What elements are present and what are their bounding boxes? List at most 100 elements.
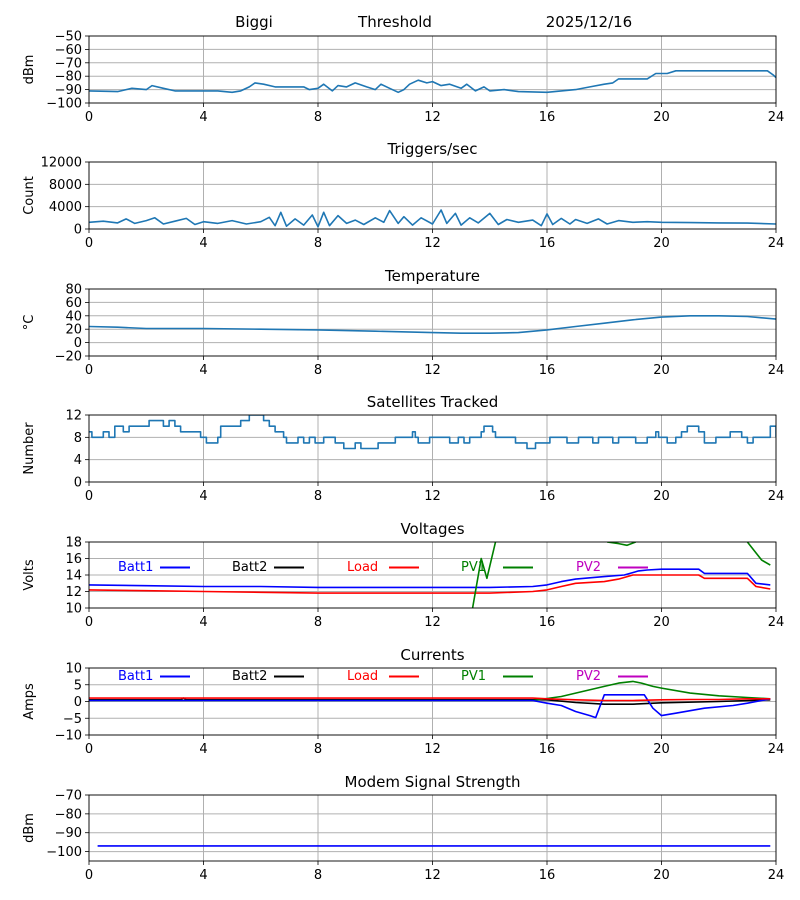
x-tick-label: 8	[314, 236, 322, 251]
x-tick-label: 12	[424, 489, 441, 504]
y-tick-label: −5	[63, 712, 82, 727]
series-group	[89, 70, 776, 94]
y-tick-label: 12000	[41, 156, 82, 171]
y-tick-label: 20	[65, 323, 82, 338]
y-tick-label: 8	[74, 431, 82, 446]
panel-title: Satellites Tracked	[367, 393, 498, 411]
panel-triggers: 0 4 8 12 16 20 24 0 4000 8000 12000 Triggers/sec Cou…	[22, 140, 784, 251]
x-tick-label: 0	[85, 615, 93, 630]
panel-satellites: 0 4 8 12 16 20 24 0 4 8 12 Satellites Tracked Number	[22, 393, 784, 504]
x-tick-label: 8	[314, 742, 322, 757]
y-tick-label: −70	[55, 789, 82, 804]
legend-label: Batt2	[232, 669, 267, 684]
legend-label: Batt2	[232, 560, 267, 575]
axes-frame	[88, 667, 777, 736]
x-tick-label: 4	[199, 236, 207, 251]
x-tick-label: 0	[85, 489, 93, 504]
series-line-voltages	[471, 542, 497, 608]
series-group	[89, 542, 771, 608]
axes-frame	[88, 288, 777, 357]
legend-label: Batt1	[118, 669, 153, 684]
y-tick-label: 10	[65, 602, 82, 617]
y-tick-label: 0	[74, 336, 82, 351]
x-tick-label: 8	[314, 110, 322, 125]
x-tick-label: 16	[539, 236, 556, 251]
series-line-temperature	[89, 315, 776, 334]
y-tick-label: 5	[74, 678, 82, 693]
y-tick-label: −50	[55, 30, 82, 45]
y-tick-label: 18	[65, 536, 82, 551]
legend-label: PV1	[461, 669, 486, 684]
y-tick-label: 0	[74, 695, 82, 710]
y-tick-label: −80	[55, 70, 82, 85]
legend-label: PV2	[576, 560, 601, 575]
y-tick-label: 60	[65, 296, 82, 311]
x-tick-label: 20	[653, 615, 670, 630]
axes-frame	[88, 541, 777, 609]
y-tick-label: 12	[65, 585, 82, 600]
panel-modem: 0 4 8 12 16 20 24 −100 −90 −80 −70 Modem Signal Str…	[22, 773, 784, 883]
x-tick-label: 24	[768, 868, 785, 883]
x-tick-label: 20	[653, 363, 670, 378]
y-tick-label: 80	[65, 283, 82, 298]
x-tick-label: 8	[314, 363, 322, 378]
y-tick-label: 14	[65, 569, 82, 584]
y-axis-label: Amps	[22, 683, 37, 720]
series-line-triggers	[89, 209, 776, 228]
panel-title: Modem Signal Strength	[345, 773, 521, 791]
x-tick-label: 16	[539, 615, 556, 630]
legend-label: PV2	[576, 669, 601, 684]
x-tick-label: 8	[314, 489, 322, 504]
y-axis-label: dBm	[22, 55, 37, 85]
x-tick-label: 4	[199, 489, 207, 504]
y-tick-label: −70	[55, 56, 82, 71]
x-tick-label: 16	[539, 742, 556, 757]
y-tick-label: −100	[46, 97, 82, 112]
panel-title: Triggers/sec	[387, 140, 478, 158]
legend-label: Batt1	[118, 560, 153, 575]
y-tick-label: 16	[65, 552, 82, 567]
x-tick-label: 0	[85, 236, 93, 251]
x-tick-label: 24	[768, 363, 785, 378]
series-line-voltages	[89, 568, 771, 589]
x-tick-label: 0	[85, 868, 93, 883]
y-tick-label: 12	[65, 409, 82, 424]
panel-title: Voltages	[400, 520, 464, 538]
x-tick-label: 4	[199, 868, 207, 883]
y-axis-label: Volts	[22, 559, 37, 591]
x-tick-label: 20	[653, 868, 670, 883]
x-tick-label: 20	[653, 236, 670, 251]
series-line-voltages	[606, 542, 636, 547]
x-tick-label: 16	[539, 489, 556, 504]
x-tick-label: 0	[85, 363, 93, 378]
x-tick-label: 20	[653, 110, 670, 125]
y-tick-label: −10	[55, 729, 82, 744]
header-date: 2025/12/16	[546, 13, 632, 31]
x-tick-label: 12	[424, 615, 441, 630]
x-tick-label: 20	[653, 742, 670, 757]
series-line-currents	[89, 694, 771, 719]
axes-frame	[88, 35, 777, 104]
y-tick-label: 10	[65, 662, 82, 677]
x-tick-label: 12	[424, 363, 441, 378]
axes-frame	[88, 414, 777, 483]
series-line-threshold	[89, 70, 776, 94]
axes-frame	[88, 161, 777, 230]
y-tick-label: 4	[74, 453, 82, 468]
series-group	[89, 315, 776, 334]
x-tick-label: 0	[85, 742, 93, 757]
panel-title: Temperature	[384, 267, 480, 285]
x-tick-label: 4	[199, 742, 207, 757]
y-axis-label: °C	[22, 315, 37, 331]
x-tick-label: 24	[768, 742, 785, 757]
y-tick-label: 8000	[49, 178, 82, 193]
y-axis-label: Count	[22, 176, 37, 215]
y-tick-label: −60	[55, 43, 82, 58]
panel-title: Currents	[400, 646, 464, 664]
x-tick-label: 12	[424, 742, 441, 757]
x-tick-label: 16	[539, 110, 556, 125]
